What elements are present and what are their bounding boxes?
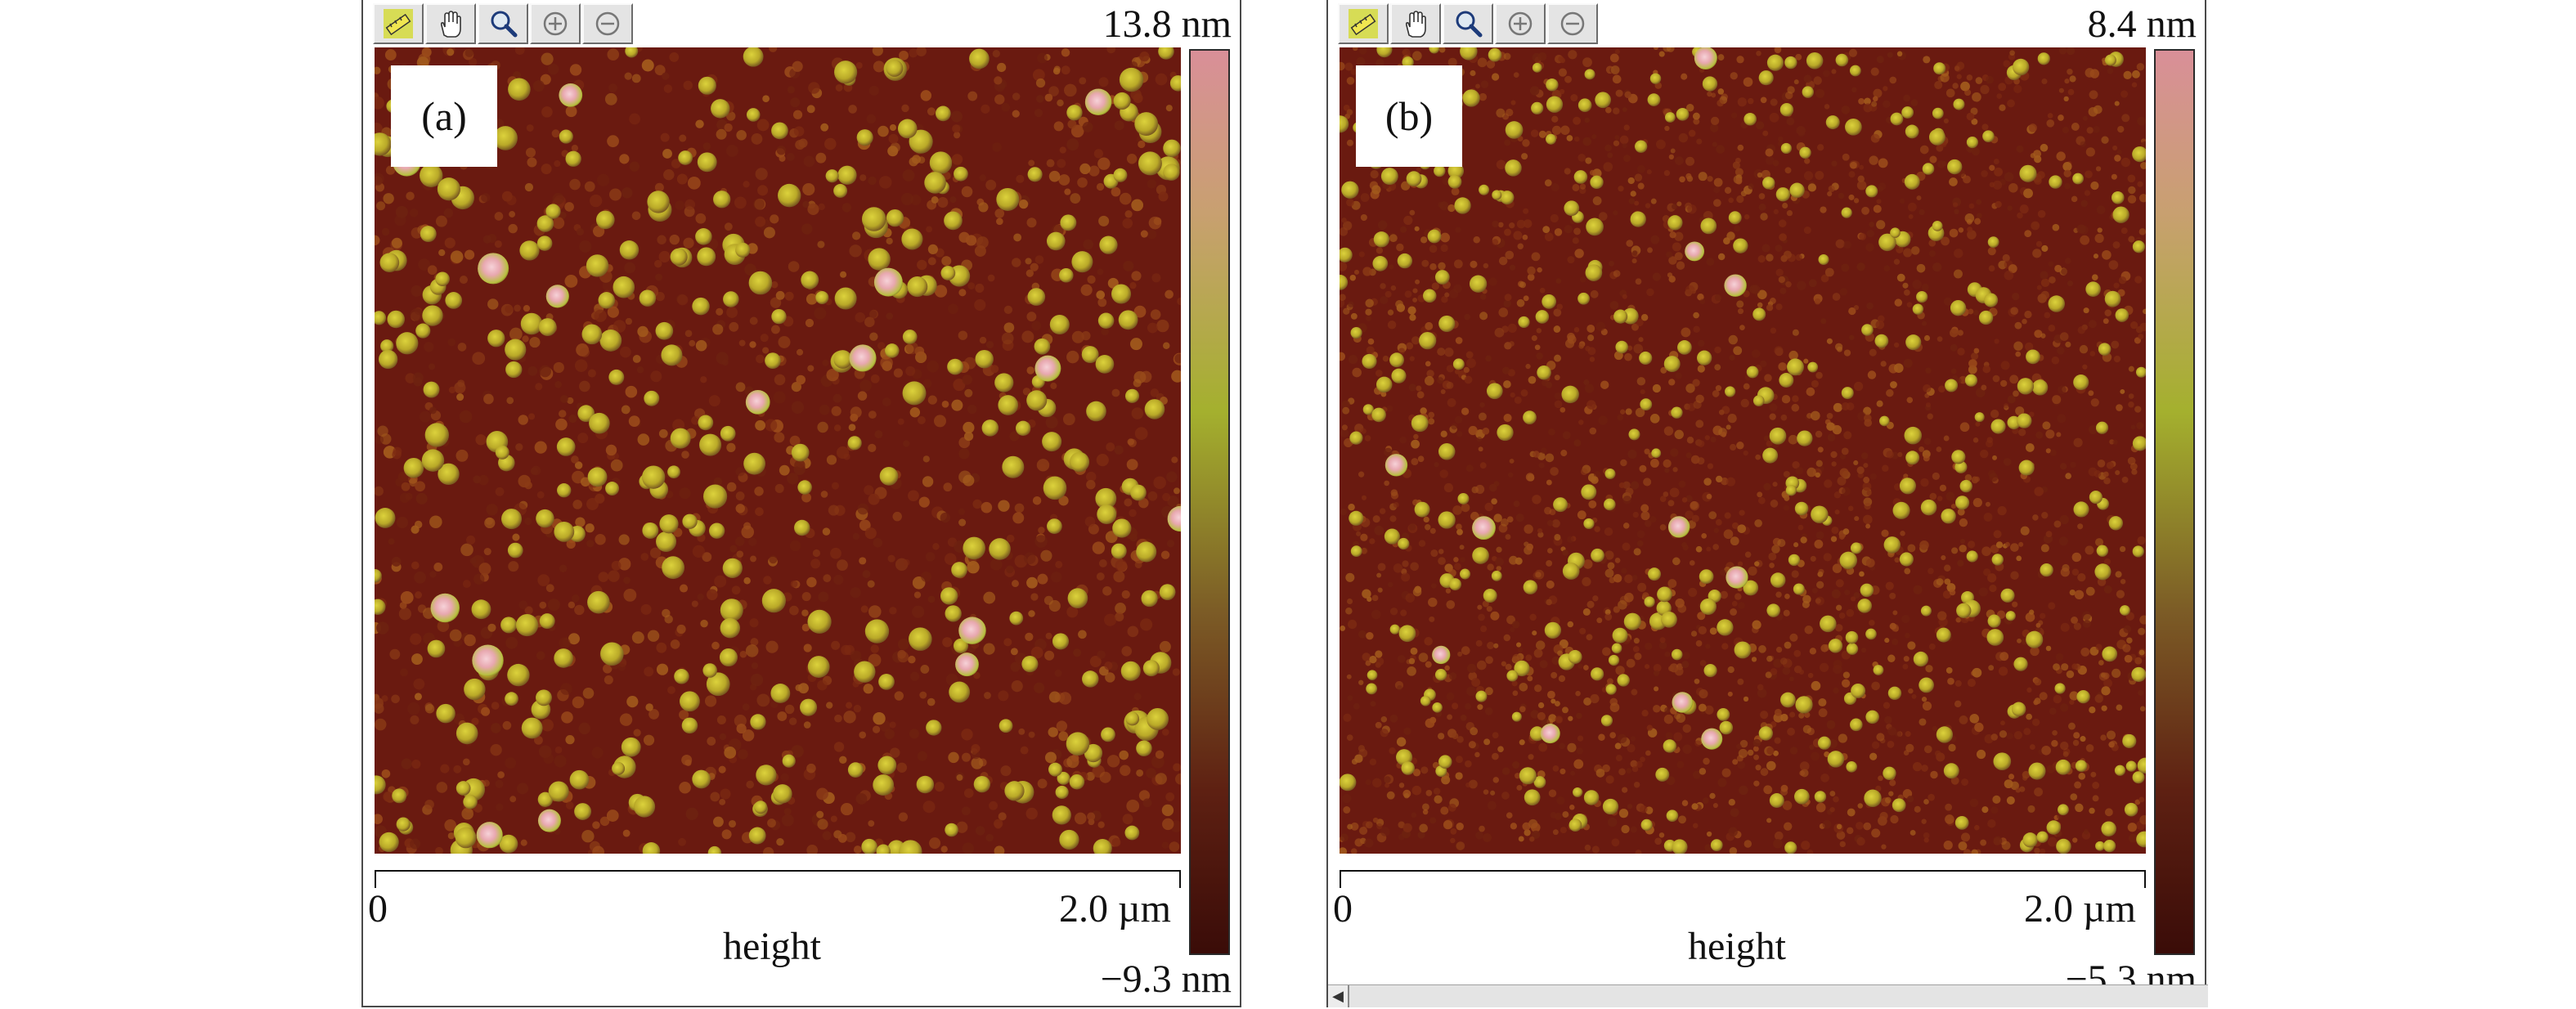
zoom-in-icon <box>543 11 568 36</box>
scale-bar <box>1340 870 2146 888</box>
magnifier-icon <box>491 11 518 38</box>
height-colorbar <box>2154 49 2195 955</box>
afm-image-canvas <box>1340 47 2146 854</box>
zoom-in-button[interactable] <box>530 3 581 44</box>
surface-grains <box>375 47 1181 854</box>
afm-panel-b: 8.4 nm (b) 0 2.0 µm height −5.3 nm ◀ <box>1326 0 2208 1007</box>
zoom-tool-button[interactable] <box>478 3 528 44</box>
hand-icon <box>1405 11 1426 38</box>
magnifier-icon <box>1456 11 1483 38</box>
afm-image-canvas <box>375 47 1181 854</box>
max-height-label: 8.4 nm <box>2087 2 2197 46</box>
panel-label: (b) <box>1356 65 1462 167</box>
zoom-out-icon <box>1560 11 1585 36</box>
scale-start-label: 0 <box>368 887 388 931</box>
scale-bar <box>375 870 1181 888</box>
toolbar <box>1338 3 1598 46</box>
zoom-out-button[interactable] <box>1547 3 1598 44</box>
ruler-tool-button[interactable] <box>1338 3 1389 44</box>
scale-end-label: 2.0 µm <box>2024 887 2136 931</box>
afm-height-image[interactable]: (a) <box>375 47 1181 854</box>
ruler-icon <box>384 9 413 38</box>
pan-tool-button[interactable] <box>1390 3 1441 44</box>
scale-start-label: 0 <box>1333 887 1353 931</box>
channel-title: height <box>723 925 821 968</box>
ruler-tool-button[interactable] <box>373 3 424 44</box>
zoom-in-button[interactable] <box>1495 3 1546 44</box>
channel-title: height <box>1688 925 1786 968</box>
hand-icon <box>440 11 461 38</box>
surface-grains <box>1340 47 2146 854</box>
zoom-tool-button[interactable] <box>1443 3 1493 44</box>
scroll-left-arrow-icon[interactable]: ◀ <box>1328 985 1349 1007</box>
horizontal-scrollbar[interactable]: ◀ <box>1328 984 2208 1007</box>
pan-tool-button[interactable] <box>425 3 476 44</box>
afm-height-image[interactable]: (b) <box>1340 47 2146 854</box>
ruler-icon <box>1349 9 1378 38</box>
min-height-label: −9.3 nm <box>1100 957 1232 1001</box>
height-colorbar <box>1189 49 1230 955</box>
zoom-out-icon <box>595 11 620 36</box>
afm-panel-a: 13.8 nm (a) 0 2.0 µm height −9.3 nm <box>361 0 1241 1007</box>
toolbar <box>373 3 633 46</box>
panel-label: (a) <box>391 65 497 167</box>
zoom-out-button[interactable] <box>582 3 633 44</box>
max-height-label: 13.8 nm <box>1102 2 1232 46</box>
zoom-in-icon <box>1508 11 1533 36</box>
scale-end-label: 2.0 µm <box>1059 887 1171 931</box>
